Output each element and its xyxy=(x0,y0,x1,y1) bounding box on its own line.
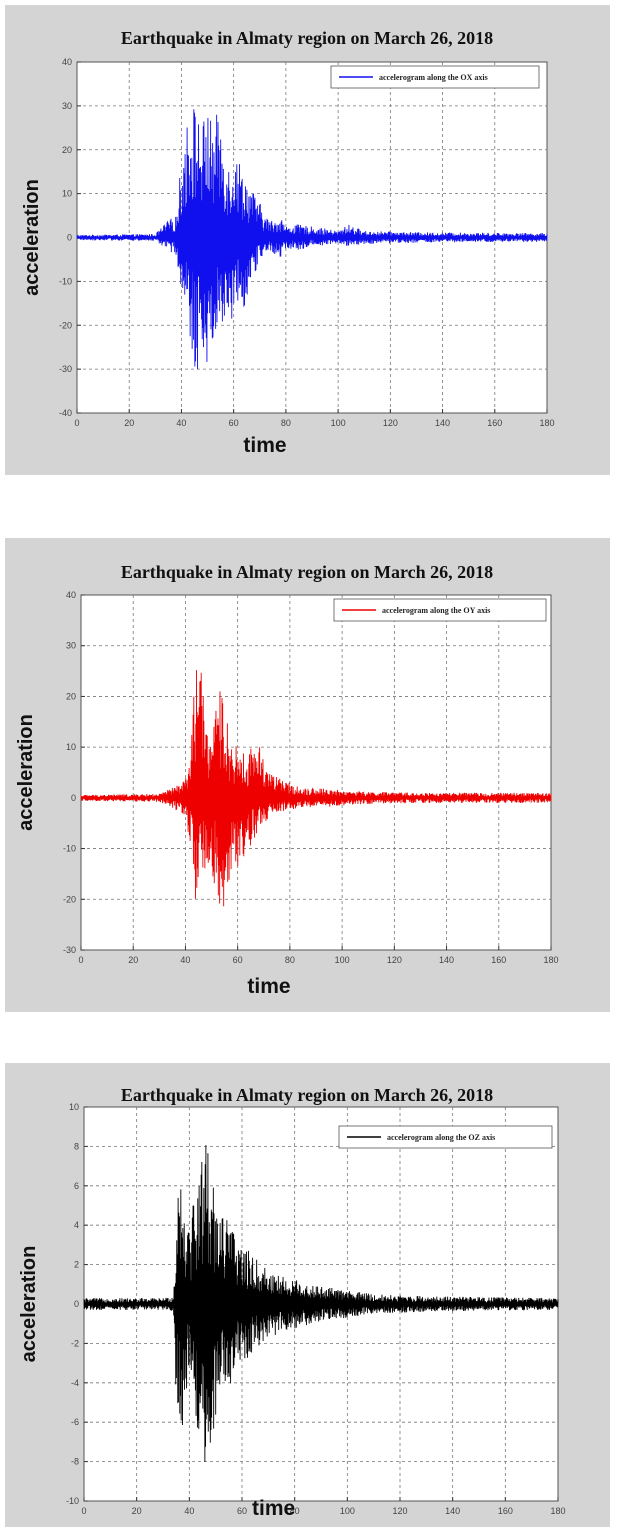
legend-box xyxy=(330,65,540,89)
legend-box xyxy=(333,598,547,622)
chart-panel-oz: Earthquake in Almaty region on March 26,… xyxy=(5,1063,610,1527)
y-tick-label: 40 xyxy=(66,590,76,600)
chart-title: Earthquake in Almaty region on March 26,… xyxy=(121,1085,493,1105)
y-axis-label: acceleration xyxy=(15,714,37,831)
y-tick-label: 0 xyxy=(71,793,76,803)
x-tick-label: 160 xyxy=(487,418,502,428)
y-tick-label: -40 xyxy=(59,408,72,418)
x-tick-label: 120 xyxy=(392,1506,407,1516)
x-axis-label: time xyxy=(247,975,290,998)
x-tick-label: 0 xyxy=(78,955,83,965)
x-tick-label: 20 xyxy=(132,1506,142,1516)
y-tick-label: -10 xyxy=(66,1496,79,1506)
x-tick-label: 100 xyxy=(335,955,350,965)
legend-box xyxy=(338,1125,553,1149)
series-trace xyxy=(80,670,552,907)
y-tick-label: -4 xyxy=(71,1378,79,1388)
y-tick-label: -30 xyxy=(59,364,72,374)
legend-label: accelerogram along the OZ axis xyxy=(387,1133,495,1142)
x-tick-label: 20 xyxy=(124,418,134,428)
y-tick-label: 10 xyxy=(62,189,72,199)
x-tick-label: 0 xyxy=(74,418,79,428)
y-tick-label: 0 xyxy=(74,1299,79,1309)
x-tick-label: 60 xyxy=(233,955,243,965)
chart-oz: Earthquake in Almaty region on March 26,… xyxy=(18,1085,566,1520)
y-tick-label: 6 xyxy=(74,1181,79,1191)
x-tick-label: 100 xyxy=(340,1506,355,1516)
chart-title: Earthquake in Almaty region on March 26,… xyxy=(121,28,493,48)
y-tick-label: -6 xyxy=(71,1417,79,1427)
series-trace xyxy=(83,1145,559,1463)
y-tick-label: -20 xyxy=(59,320,72,330)
legend-label: accelerogram along the OY axis xyxy=(382,606,490,615)
x-tick-label: 40 xyxy=(176,418,186,428)
y-tick-label: 40 xyxy=(62,57,72,67)
y-tick-label: -10 xyxy=(63,844,76,854)
y-tick-label: 10 xyxy=(66,742,76,752)
x-tick-label: 180 xyxy=(550,1506,565,1516)
chart-oy: Earthquake in Almaty region on March 26,… xyxy=(15,562,559,998)
legend-label: accelerogram along the OX axis xyxy=(379,73,488,82)
x-tick-label: 40 xyxy=(180,955,190,965)
x-tick-label: 80 xyxy=(281,418,291,428)
chart-title: Earthquake in Almaty region on March 26,… xyxy=(121,562,493,582)
y-tick-label: 10 xyxy=(69,1102,79,1112)
y-tick-label: 8 xyxy=(74,1141,79,1151)
x-tick-label: 180 xyxy=(543,955,558,965)
y-tick-label: 30 xyxy=(62,101,72,111)
y-axis-label: acceleration xyxy=(18,1246,40,1363)
x-tick-label: 140 xyxy=(445,1506,460,1516)
series-trace xyxy=(76,109,548,369)
x-tick-label: 120 xyxy=(383,418,398,428)
x-tick-label: 100 xyxy=(331,418,346,428)
plot-area xyxy=(80,594,552,951)
y-tick-label: -2 xyxy=(71,1338,79,1348)
x-tick-label: 120 xyxy=(387,955,402,965)
y-tick-label: 30 xyxy=(66,641,76,651)
x-tick-label: 160 xyxy=(498,1506,513,1516)
y-tick-label: -30 xyxy=(63,945,76,955)
chart-panel-ox: Earthquake in Almaty region on March 26,… xyxy=(5,5,610,475)
x-tick-label: 60 xyxy=(237,1506,247,1516)
y-tick-label: 20 xyxy=(62,145,72,155)
y-tick-label: 2 xyxy=(74,1260,79,1270)
chart-panel-oy: Earthquake in Almaty region on March 26,… xyxy=(5,538,610,1012)
y-tick-label: 20 xyxy=(66,691,76,701)
x-tick-label: 140 xyxy=(439,955,454,965)
x-axis-label: time xyxy=(252,1497,295,1520)
y-tick-label: 0 xyxy=(67,233,72,243)
x-tick-label: 20 xyxy=(128,955,138,965)
x-tick-label: 0 xyxy=(81,1506,86,1516)
y-tick-label: -8 xyxy=(71,1457,79,1467)
y-tick-label: 4 xyxy=(74,1220,79,1230)
x-tick-label: 40 xyxy=(184,1506,194,1516)
x-tick-label: 180 xyxy=(539,418,554,428)
x-tick-label: 80 xyxy=(285,955,295,965)
chart-ox: Earthquake in Almaty region on March 26,… xyxy=(21,28,555,457)
y-tick-label: -20 xyxy=(63,894,76,904)
x-tick-label: 140 xyxy=(435,418,450,428)
y-axis-label: acceleration xyxy=(21,179,43,296)
x-tick-label: 80 xyxy=(290,1506,300,1516)
y-tick-label: -10 xyxy=(59,276,72,286)
x-tick-label: 60 xyxy=(229,418,239,428)
x-axis-label: time xyxy=(243,434,286,457)
x-tick-label: 160 xyxy=(491,955,506,965)
